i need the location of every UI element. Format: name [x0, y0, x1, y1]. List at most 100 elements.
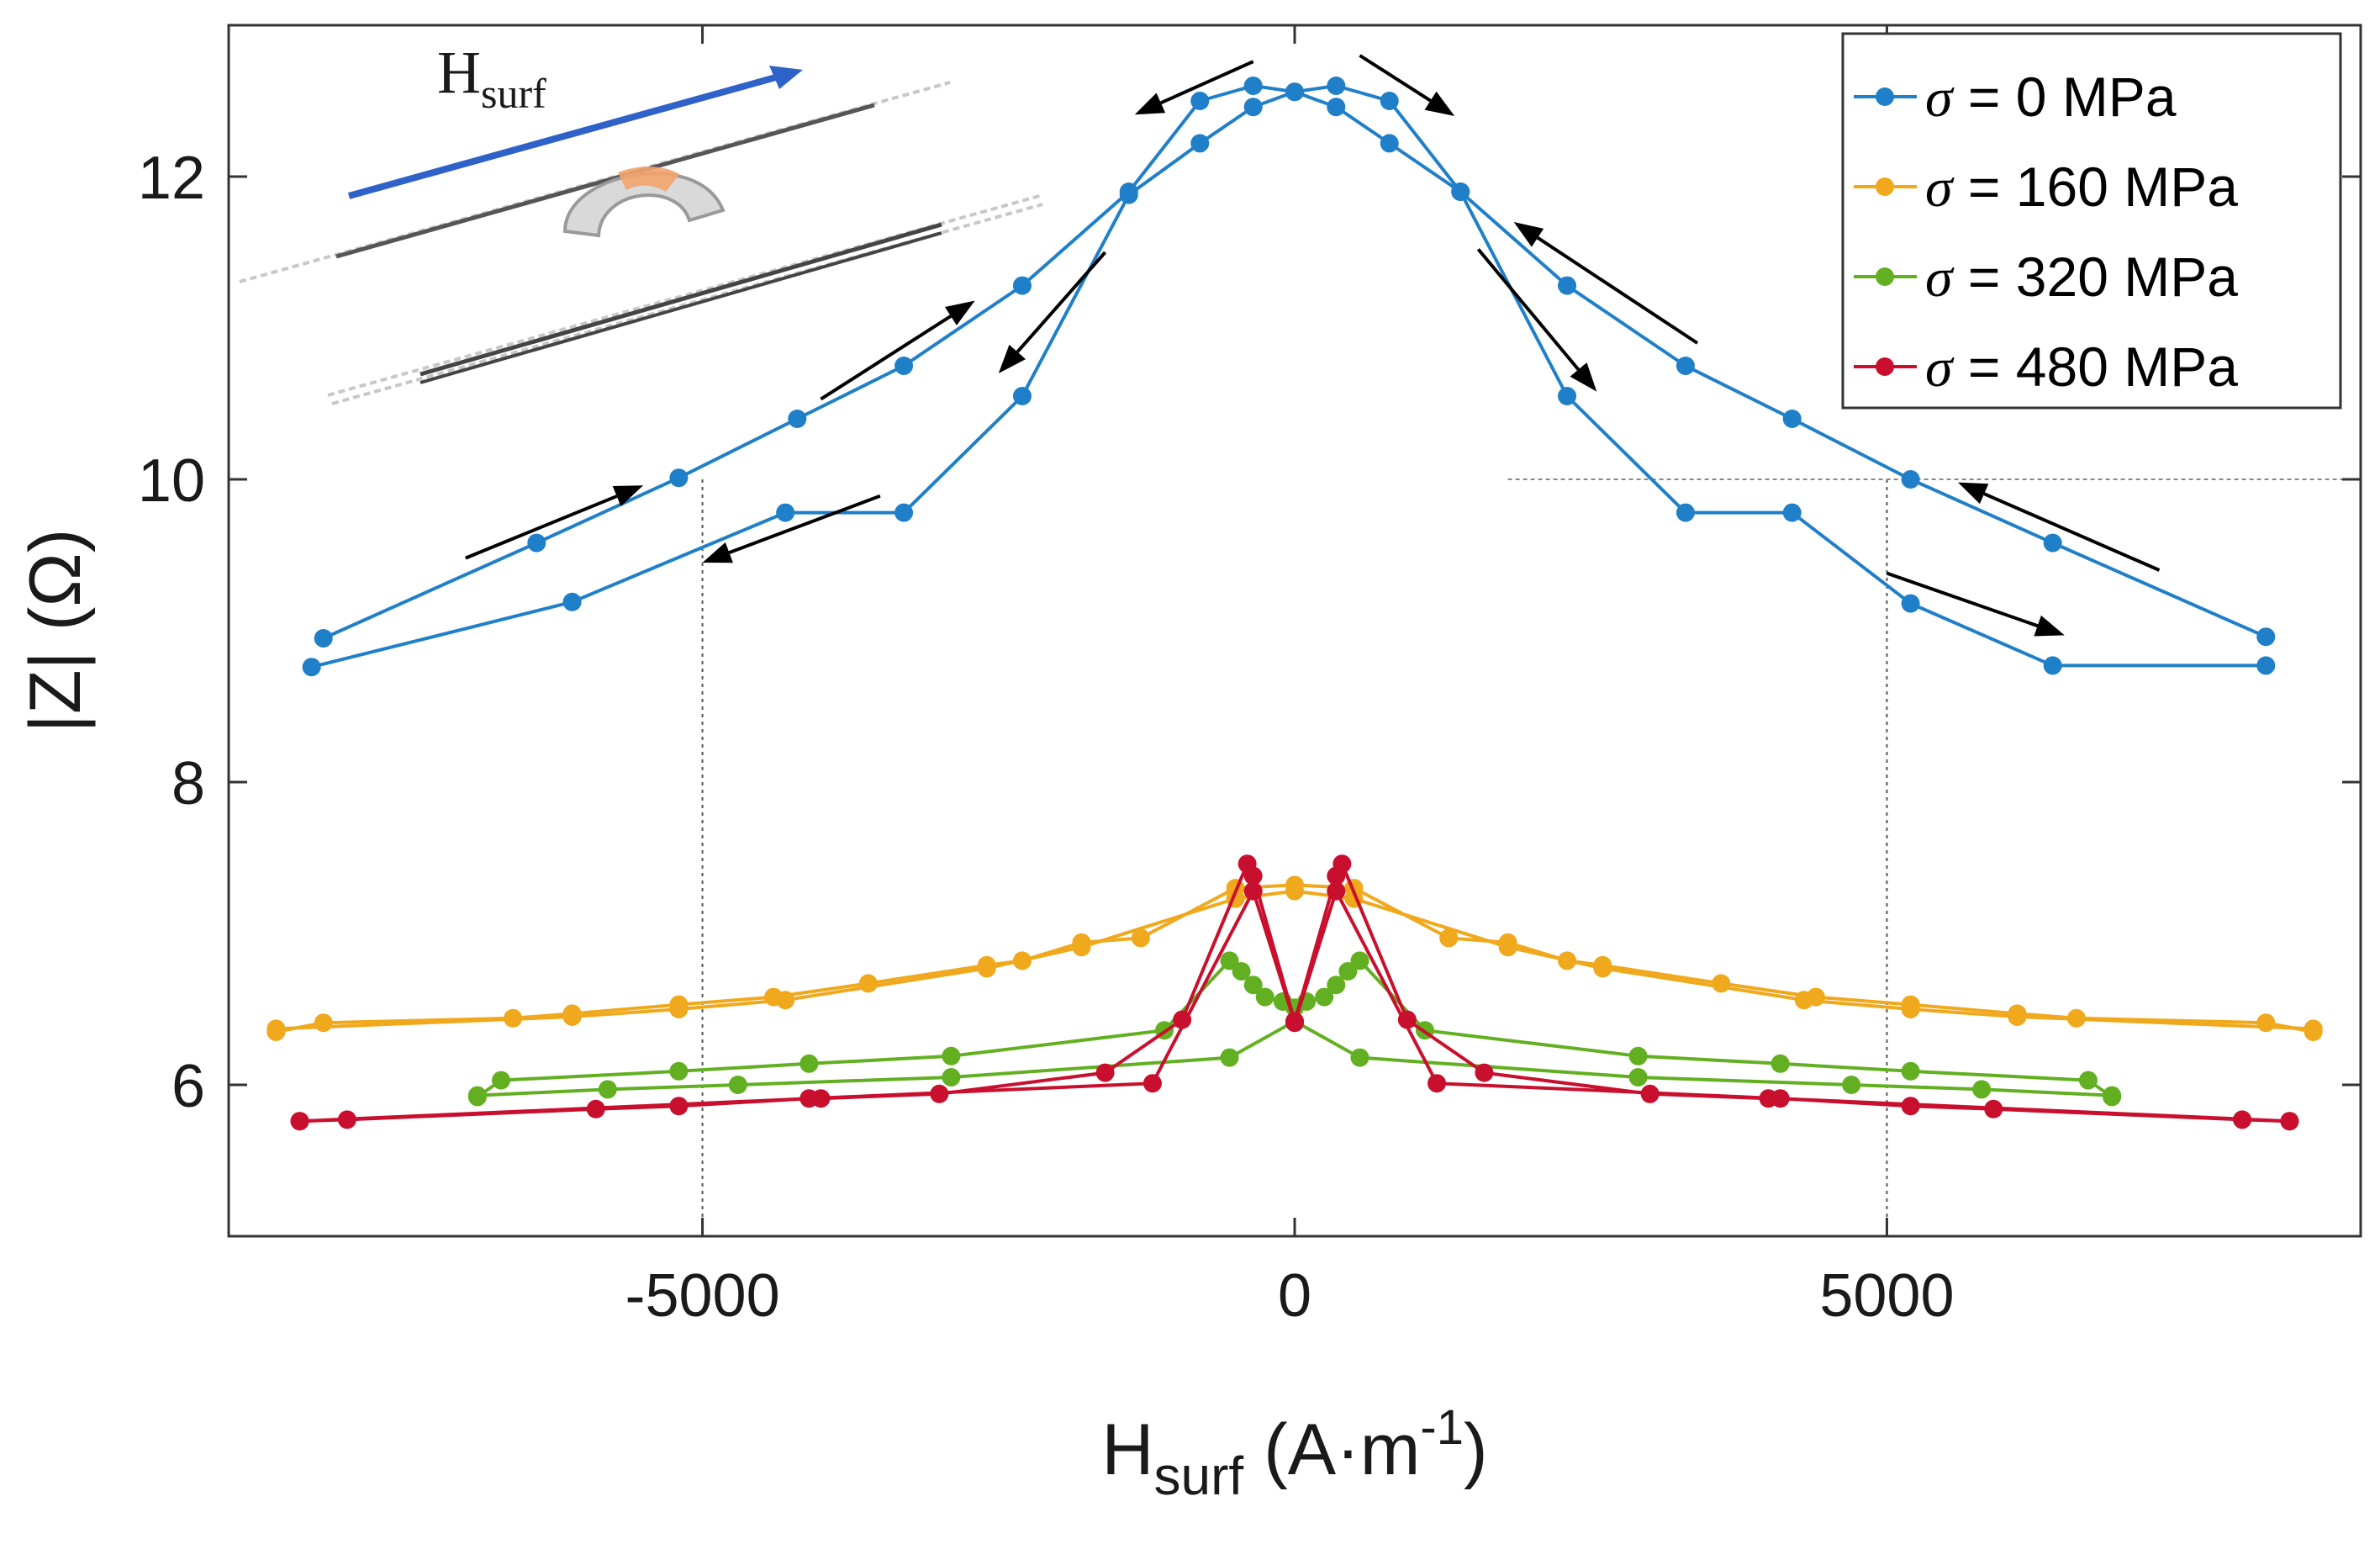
legend-swatch-marker: [1876, 357, 1894, 376]
series-0-point: [1327, 77, 1346, 95]
annotation-arrow-head: [998, 344, 1026, 373]
series-0-point: [314, 629, 333, 648]
annotation-arrow-head: [1957, 482, 1989, 505]
inset-field-arrow: [347, 72, 784, 199]
annotation-arrow-3: [998, 251, 1107, 373]
annotation-arrow-head: [612, 485, 644, 507]
series-2-point: [1901, 1061, 1920, 1081]
annotation-arrow-shaft: [820, 315, 953, 401]
annotation-arrows: [465, 54, 2161, 637]
series-1-point: [562, 1007, 582, 1026]
y-tick-label-3: 12: [138, 145, 205, 212]
annotation-arrow-9: [1886, 571, 2065, 637]
series-2-point: [1350, 951, 1369, 970]
series-0-point: [1675, 357, 1695, 375]
series-1-point: [1439, 928, 1459, 948]
inset-label-main: H: [437, 39, 481, 106]
series-2-point: [1770, 1054, 1790, 1073]
y-tick-label-2: 10: [138, 447, 205, 515]
annotation-arrow-8: [1957, 482, 2161, 572]
series-1-point: [776, 991, 795, 1010]
annotation-arrow-head: [1424, 91, 1455, 116]
series-3-point: [1332, 854, 1352, 874]
series-0-point: [2256, 627, 2276, 647]
series-0-point: [1190, 92, 1210, 110]
series-1-point: [2256, 1013, 2276, 1033]
y-axis-ticks: 6 8 10 12: [138, 145, 2361, 1120]
series-1-point: [977, 959, 996, 978]
reference-lines: [701, 479, 2361, 1236]
x-axis-label: Hsurf (A·m-1): [1101, 1400, 1487, 1506]
series-0-line-1: [311, 84, 2267, 669]
series-3: [290, 854, 2299, 1131]
series-2-point: [1232, 962, 1251, 981]
series-0-point: [2043, 656, 2062, 675]
annotation-arrow-head: [944, 300, 975, 325]
series-0-point: [1451, 182, 1470, 201]
annotation-arrow-0: [465, 485, 644, 560]
annotation-arrow-4: [1134, 60, 1254, 115]
legend-box: [1841, 32, 2342, 410]
series-2-point: [467, 1086, 487, 1105]
annotation-arrow-shaft: [1983, 492, 2161, 572]
annotation-arrow-6: [1513, 222, 1699, 345]
annotation-arrow-head: [1134, 93, 1166, 115]
series-3-point: [290, 1112, 309, 1131]
series-2-point: [669, 1061, 689, 1081]
series-1-point: [1593, 959, 1612, 978]
inset-wire-bottom-core-2: [420, 231, 942, 384]
legend-value: = 320 MPa: [1953, 246, 2239, 308]
series-0-point: [894, 357, 914, 375]
legend-value: = 160 MPa: [1953, 156, 2239, 218]
annotation-arrow-shaft: [1476, 248, 1581, 371]
series-0-point: [669, 468, 689, 488]
series-layer: [266, 77, 2323, 1131]
x-tick-label-0: -5000: [625, 1262, 779, 1330]
annotation-arrow-7: [1476, 248, 1597, 392]
series-0-point: [1380, 134, 1399, 153]
series-2-point: [1220, 1048, 1239, 1067]
x-tick-label-2: 5000: [1819, 1262, 1954, 1330]
series-2-point: [1315, 987, 1334, 1007]
series-2-point: [942, 1046, 961, 1065]
series-1-point: [266, 1019, 286, 1039]
x-axis-ticks: -5000 0 5000: [625, 25, 1955, 1330]
legend-value: = 480 MPa: [1953, 336, 2239, 398]
series-0-point: [1380, 92, 1399, 110]
series-0-point: [1012, 276, 1032, 295]
inset-coil-highlight: [618, 167, 679, 192]
series-0-point: [1012, 387, 1032, 405]
series-1-point: [2008, 1007, 2027, 1026]
series-3-point: [1285, 1013, 1304, 1033]
series-0-point: [302, 658, 321, 677]
legend-entry-2: σ = 320 MPa: [1854, 246, 2238, 309]
inset-wire-bottom-core: [420, 222, 942, 377]
x-axis-label-sub: surf: [1154, 1446, 1244, 1506]
x-axis-label-close: ): [1464, 1409, 1488, 1490]
series-2-point: [942, 1068, 961, 1087]
annotation-arrow-shaft: [1536, 236, 1699, 345]
series-3-point: [1095, 1063, 1115, 1082]
series-2-point: [598, 1080, 617, 1099]
series-3-point: [1243, 881, 1263, 901]
series-2-point: [2103, 1086, 2122, 1105]
annotation-arrow-head: [1570, 362, 1597, 392]
legend-sigma: σ: [1925, 247, 1955, 309]
series-0-point: [1285, 82, 1304, 102]
series-1-point: [1712, 974, 1731, 993]
series-0-point: [1558, 387, 1577, 405]
series-2-point: [1220, 951, 1239, 970]
series-2-point: [1628, 1046, 1648, 1065]
series-0-point: [1782, 410, 1802, 428]
x-axis-label-sup: -1: [1420, 1400, 1464, 1455]
inset-wire-top-core: [335, 103, 875, 259]
series-1-point: [2303, 1019, 2323, 1039]
legend-label-1: σ = 160 MPa: [1925, 156, 2238, 219]
series-0-point: [1558, 276, 1577, 295]
series-0-point: [1119, 185, 1138, 204]
y-tick-label-1: 8: [172, 750, 205, 817]
annotation-arrow-2: [820, 300, 975, 401]
series-0-point: [788, 410, 807, 428]
